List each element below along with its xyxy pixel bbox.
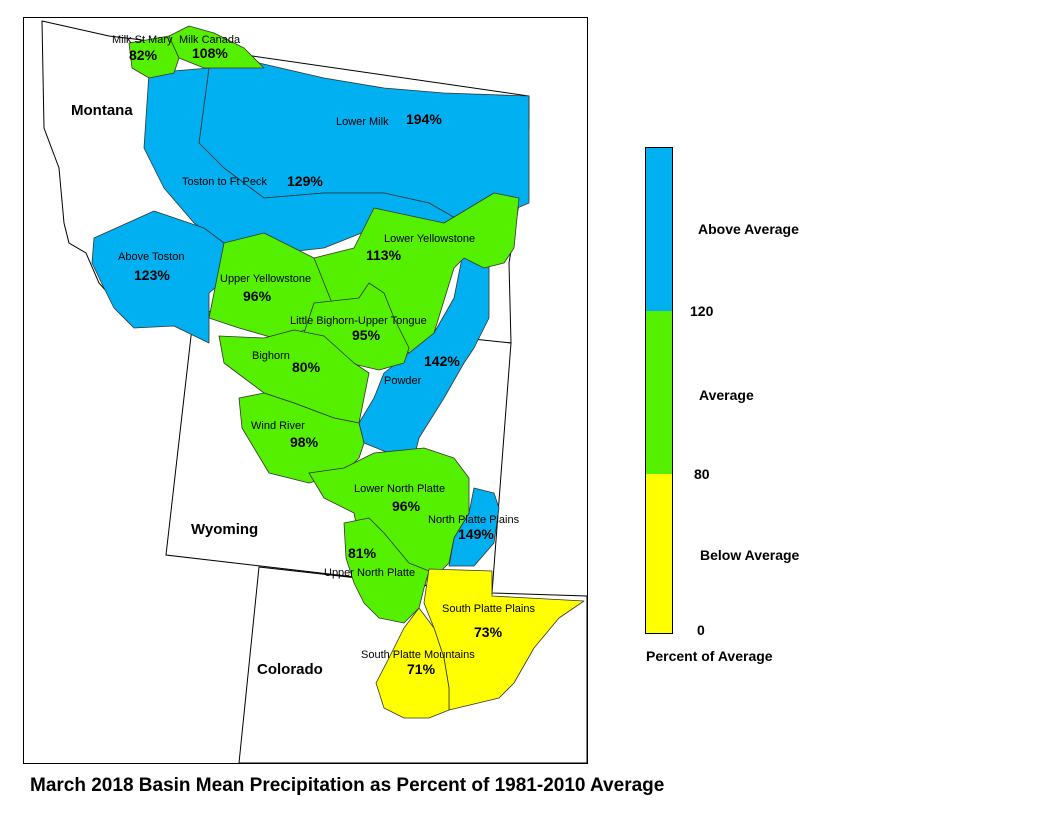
label-south-platte-plains-pct: 73% <box>474 624 503 640</box>
basin-bighorn <box>218 329 370 424</box>
basin-powder <box>358 247 490 459</box>
label-toston-ft-peck-pct: 129% <box>287 173 323 189</box>
legend-label-below: Below Average <box>700 547 800 563</box>
legend-tick-120: 120 <box>690 303 714 319</box>
label-south-platte-plains-name: South Platte Plains <box>442 603 535 615</box>
legend-tick-0: 0 <box>697 622 705 638</box>
legend-swatch-above <box>646 148 672 311</box>
label-powder-name: Powder <box>384 375 422 387</box>
label-lower-north-platte-pct: 96% <box>392 498 421 514</box>
label-upper-north-platte-name: Upper North Platte <box>324 567 415 579</box>
state-label-wyoming: Wyoming <box>191 521 258 538</box>
label-north-platte-plains-name: North Platte Plains <box>428 514 520 526</box>
label-milk-st-mary-name: Milk St Mary <box>112 34 173 46</box>
label-lower-milk-name: Lower Milk <box>336 116 389 128</box>
map-canvas: Milk St Mary 82% Milk Canada 108% Lower … <box>41 20 587 763</box>
label-south-platte-mountains-name: South Platte Mountains <box>361 649 475 661</box>
map-title: March 2018 Basin Mean Precipitation as P… <box>30 775 665 796</box>
label-lower-north-platte-name: Lower North Platte <box>354 483 445 495</box>
label-upper-north-platte-pct: 81% <box>348 545 377 561</box>
label-upper-yellowstone-name: Upper Yellowstone <box>220 273 311 285</box>
basin-above-toston <box>91 210 240 344</box>
label-north-platte-plains-pct: 149% <box>458 526 494 542</box>
legend-color-bar <box>645 147 673 634</box>
map-frame: Milk St Mary 82% Milk Canada 108% Lower … <box>23 17 588 764</box>
legend-caption: Percent of Average <box>646 648 773 664</box>
label-little-bighorn-name: Little Bighorn-Upper Tongue <box>290 315 427 327</box>
label-upper-yellowstone-pct: 96% <box>243 288 272 304</box>
label-milk-st-mary-pct: 82% <box>129 47 158 63</box>
label-milk-canada-pct: 108% <box>192 45 228 61</box>
label-bighorn-name: Bighorn <box>252 350 290 362</box>
label-powder-pct: 142% <box>424 353 460 369</box>
label-toston-ft-peck-name: Toston to Ft Peck <box>182 176 267 188</box>
label-lower-milk-pct: 194% <box>406 111 442 127</box>
basin-milk-canada <box>168 25 265 69</box>
legend-swatch-average <box>646 311 672 474</box>
legend-swatch-below <box>646 474 672 633</box>
label-lower-yellowstone-name: Lower Yellowstone <box>384 233 475 245</box>
label-lower-yellowstone-pct: 113% <box>366 247 402 263</box>
label-wind-river-name: Wind River <box>251 420 305 432</box>
basin-wind-river <box>238 392 365 484</box>
label-above-toston-name: Above Toston <box>118 251 184 263</box>
legend-label-average: Average <box>699 387 754 403</box>
label-milk-canada-name: Milk Canada <box>179 34 241 46</box>
label-little-bighorn-pct: 95% <box>352 327 381 343</box>
label-south-platte-mountains-pct: 71% <box>407 661 436 677</box>
basin-south-platte-mountains <box>375 607 450 719</box>
label-bighorn-pct: 80% <box>292 359 321 375</box>
legend-label-above: Above Average <box>698 221 799 237</box>
label-above-toston-pct: 123% <box>134 267 170 283</box>
state-label-montana: Montana <box>71 102 133 119</box>
state-label-colorado: Colorado <box>257 661 323 678</box>
legend-tick-80: 80 <box>694 466 710 482</box>
label-wind-river-pct: 98% <box>290 434 319 450</box>
